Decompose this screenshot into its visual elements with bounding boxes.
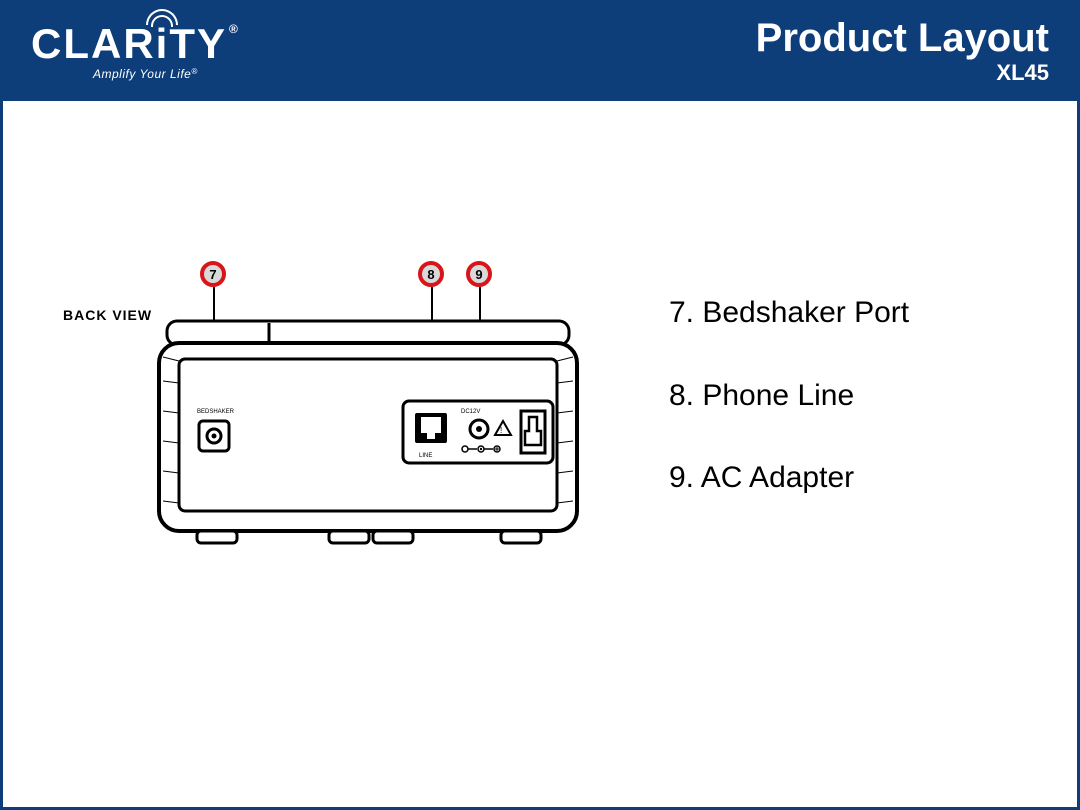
- legend-item-9: 9. AC Adapter: [669, 458, 909, 499]
- page-subtitle: XL45: [756, 60, 1049, 86]
- header-title-block: Product Layout XL45: [756, 18, 1049, 86]
- legend-list: 7. Bedshaker Port 8. Phone Line 9. AC Ad…: [669, 293, 909, 541]
- slide-page: CLARiTY® Amplify Your Life® Product Layo…: [0, 0, 1080, 810]
- brand-part-1: CLAR: [31, 20, 156, 67]
- page-title: Product Layout: [756, 18, 1049, 58]
- brand-wordmark: CLARiTY®: [31, 23, 240, 65]
- device-back-svg: BEDSHAKER LINE DC12V !: [63, 261, 623, 571]
- device-diagram: 7 8 9: [63, 261, 623, 571]
- svg-text:!: !: [500, 426, 502, 435]
- brand-tagline: Amplify Your Life®: [93, 67, 198, 81]
- header-bar: CLARiTY® Amplify Your Life® Product Layo…: [3, 3, 1077, 101]
- brand-tagline-text: Amplify Your Life: [93, 67, 191, 81]
- line-port-label: LINE: [419, 453, 432, 459]
- legend-item-7: 7. Bedshaker Port: [669, 293, 909, 334]
- brand-reg: ®: [229, 22, 240, 36]
- brand-i-icon: i: [156, 23, 170, 65]
- brand-logo: CLARiTY® Amplify Your Life®: [31, 23, 240, 81]
- brand-part-2: TY: [169, 20, 227, 67]
- legend-item-8: 8. Phone Line: [669, 376, 909, 417]
- content-area: BACK VIEW 7 8 9: [3, 101, 1077, 807]
- dc-port-label: DC12V: [461, 409, 480, 415]
- bedshaker-port-label: BEDSHAKER: [197, 409, 235, 415]
